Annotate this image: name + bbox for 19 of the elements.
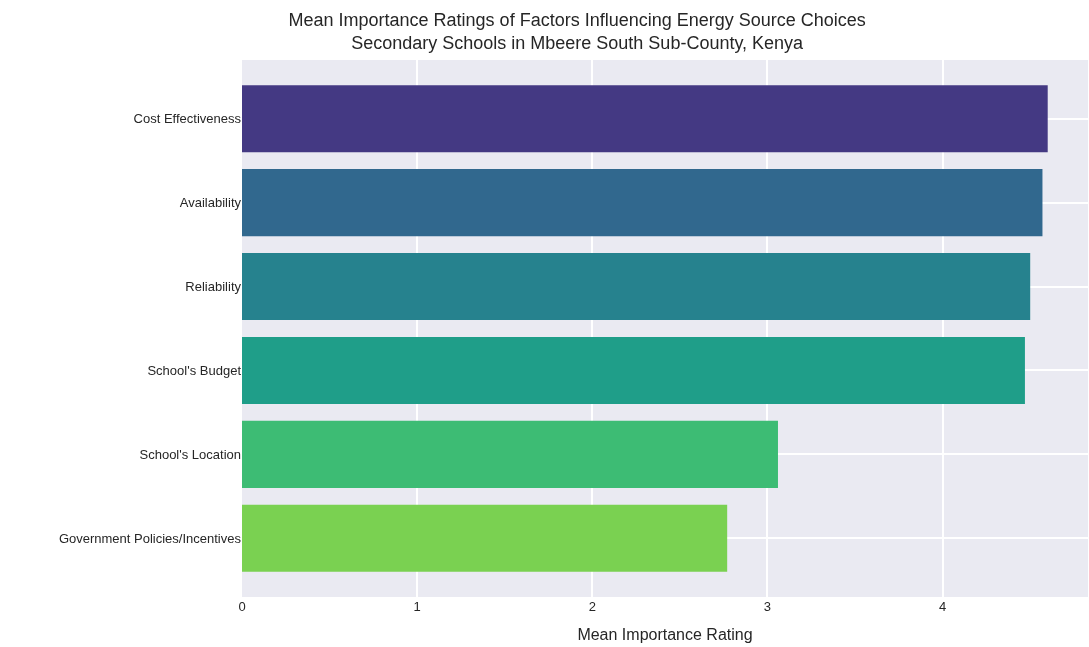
x-tick-label: 1 [413, 599, 421, 614]
x-axis-title: Mean Importance Rating [577, 625, 753, 643]
bar [242, 336, 1025, 405]
chart-title: Mean Importance Ratings of Factors Influencing Energy Source Choices Secondary Schools in Mbeere South Sub-County, Kenya [288, 9, 866, 54]
x-tick-label: 4 [939, 599, 947, 614]
y-tick-label: Availability [179, 195, 242, 211]
x-tick-label: 3 [763, 599, 772, 614]
y-tick-label: Cost Effectiveness [133, 111, 242, 127]
bar [242, 504, 728, 572]
x-tick-label: 2 [588, 599, 596, 614]
y-tick-label: School's Budget [147, 363, 242, 378]
bar [242, 85, 1048, 153]
y-tick-label: Government Policies/Incentives [58, 530, 242, 546]
y-tick-label: School's Location [139, 446, 241, 462]
y-tick-label: Reliability [185, 279, 242, 295]
x-tick-label: 0 [238, 599, 246, 614]
bar [242, 252, 1031, 321]
bar [242, 169, 1043, 237]
bar [242, 420, 778, 488]
